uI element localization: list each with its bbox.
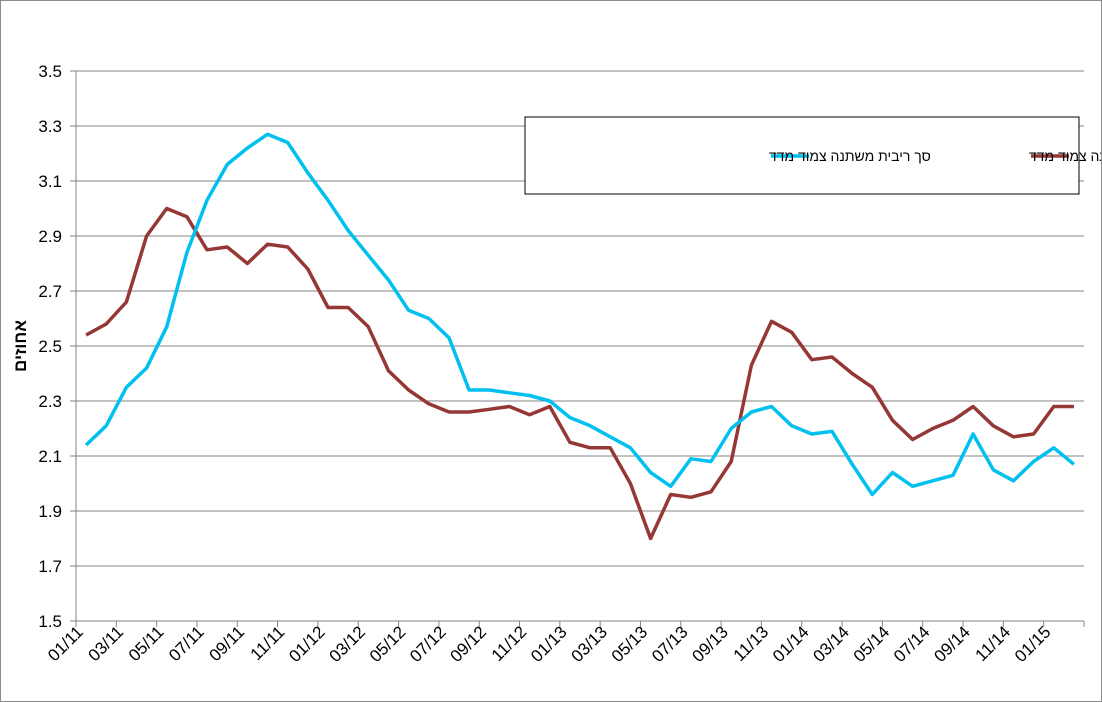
- x-tick-label: 05/14: [850, 622, 894, 666]
- x-tick-labels: 01/1103/1105/1107/1109/1111/1101/1203/12…: [44, 621, 1085, 666]
- y-tick-label: 2.3: [38, 392, 62, 411]
- x-tick-label: 11/13: [730, 622, 773, 665]
- x-tick-label: 03/14: [809, 622, 853, 666]
- y-tick-label: 1.9: [38, 502, 62, 521]
- x-tick-label: 05/13: [608, 622, 652, 666]
- x-tick-label: 07/14: [890, 622, 934, 666]
- y-tick-label: 2.1: [38, 447, 62, 466]
- series-line-fixed-rate: [85, 206, 1074, 541]
- x-tick-label: 01/14: [769, 622, 813, 666]
- x-tick-label: 09/13: [688, 622, 732, 666]
- y-axis-label: אחוזים: [11, 320, 30, 372]
- x-tick-label: 01/13: [527, 622, 571, 666]
- x-tick-label: 01/15: [1011, 622, 1055, 666]
- x-tick-label: 07/11: [165, 622, 208, 665]
- x-tick-label: 03/13: [567, 622, 611, 666]
- legend: ריבית קבועה צמוד מדד סך ריבית משתנה צמוד…: [524, 116, 1101, 195]
- y-tick-label: 2.5: [38, 337, 62, 356]
- axes: [75, 71, 1084, 622]
- x-tick-label: 05/12: [366, 622, 410, 666]
- y-tick-label: 3.5: [38, 62, 62, 81]
- series-line-variable-rate: [84, 132, 1076, 497]
- x-tick-label: 03/12: [326, 622, 370, 666]
- x-tick-label: 09/11: [205, 622, 248, 665]
- series-lines: [84, 132, 1076, 541]
- x-tick-label: 11/12: [488, 622, 531, 665]
- legend-label-variable-rate: סך ריבית משתנה צמוד מדד: [769, 148, 931, 164]
- x-tick-label: 09/12: [447, 622, 491, 666]
- x-tick-label: 07/13: [648, 622, 692, 666]
- x-tick-label: 07/12: [406, 622, 450, 666]
- y-tick-label: 3.3: [38, 117, 62, 136]
- y-tick-label: 1.5: [38, 612, 62, 631]
- y-tick-label: 2.9: [38, 227, 62, 246]
- y-tick-label: 3.1: [38, 172, 62, 191]
- x-tick-label: 09/14: [930, 622, 974, 666]
- x-tick-label: 11/14: [972, 622, 1015, 665]
- x-tick-label: 11/11: [247, 622, 289, 664]
- x-tick-label: 03/11: [85, 622, 128, 665]
- y-tick-label: 2.7: [38, 282, 62, 301]
- y-tick-label: 1.7: [38, 557, 62, 576]
- y-tick-labels: 3.5 3.3 3.1 2.9 2.7 2.5 2.3 2.1 1.9 1.7 1.5: [38, 62, 62, 631]
- x-tick-label: 05/11: [125, 622, 168, 665]
- x-tick-label: 01/12: [285, 622, 329, 666]
- legend-label-fixed-rate: ריבית קבועה צמוד מדד: [1029, 148, 1101, 164]
